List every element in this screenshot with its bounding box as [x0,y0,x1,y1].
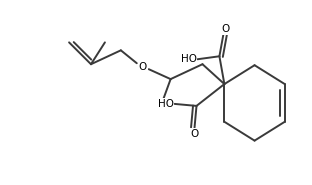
Text: HO: HO [158,99,174,109]
Text: O: O [221,24,230,34]
Text: HO: HO [181,54,197,64]
Text: O: O [190,129,199,139]
Text: O: O [139,62,147,72]
